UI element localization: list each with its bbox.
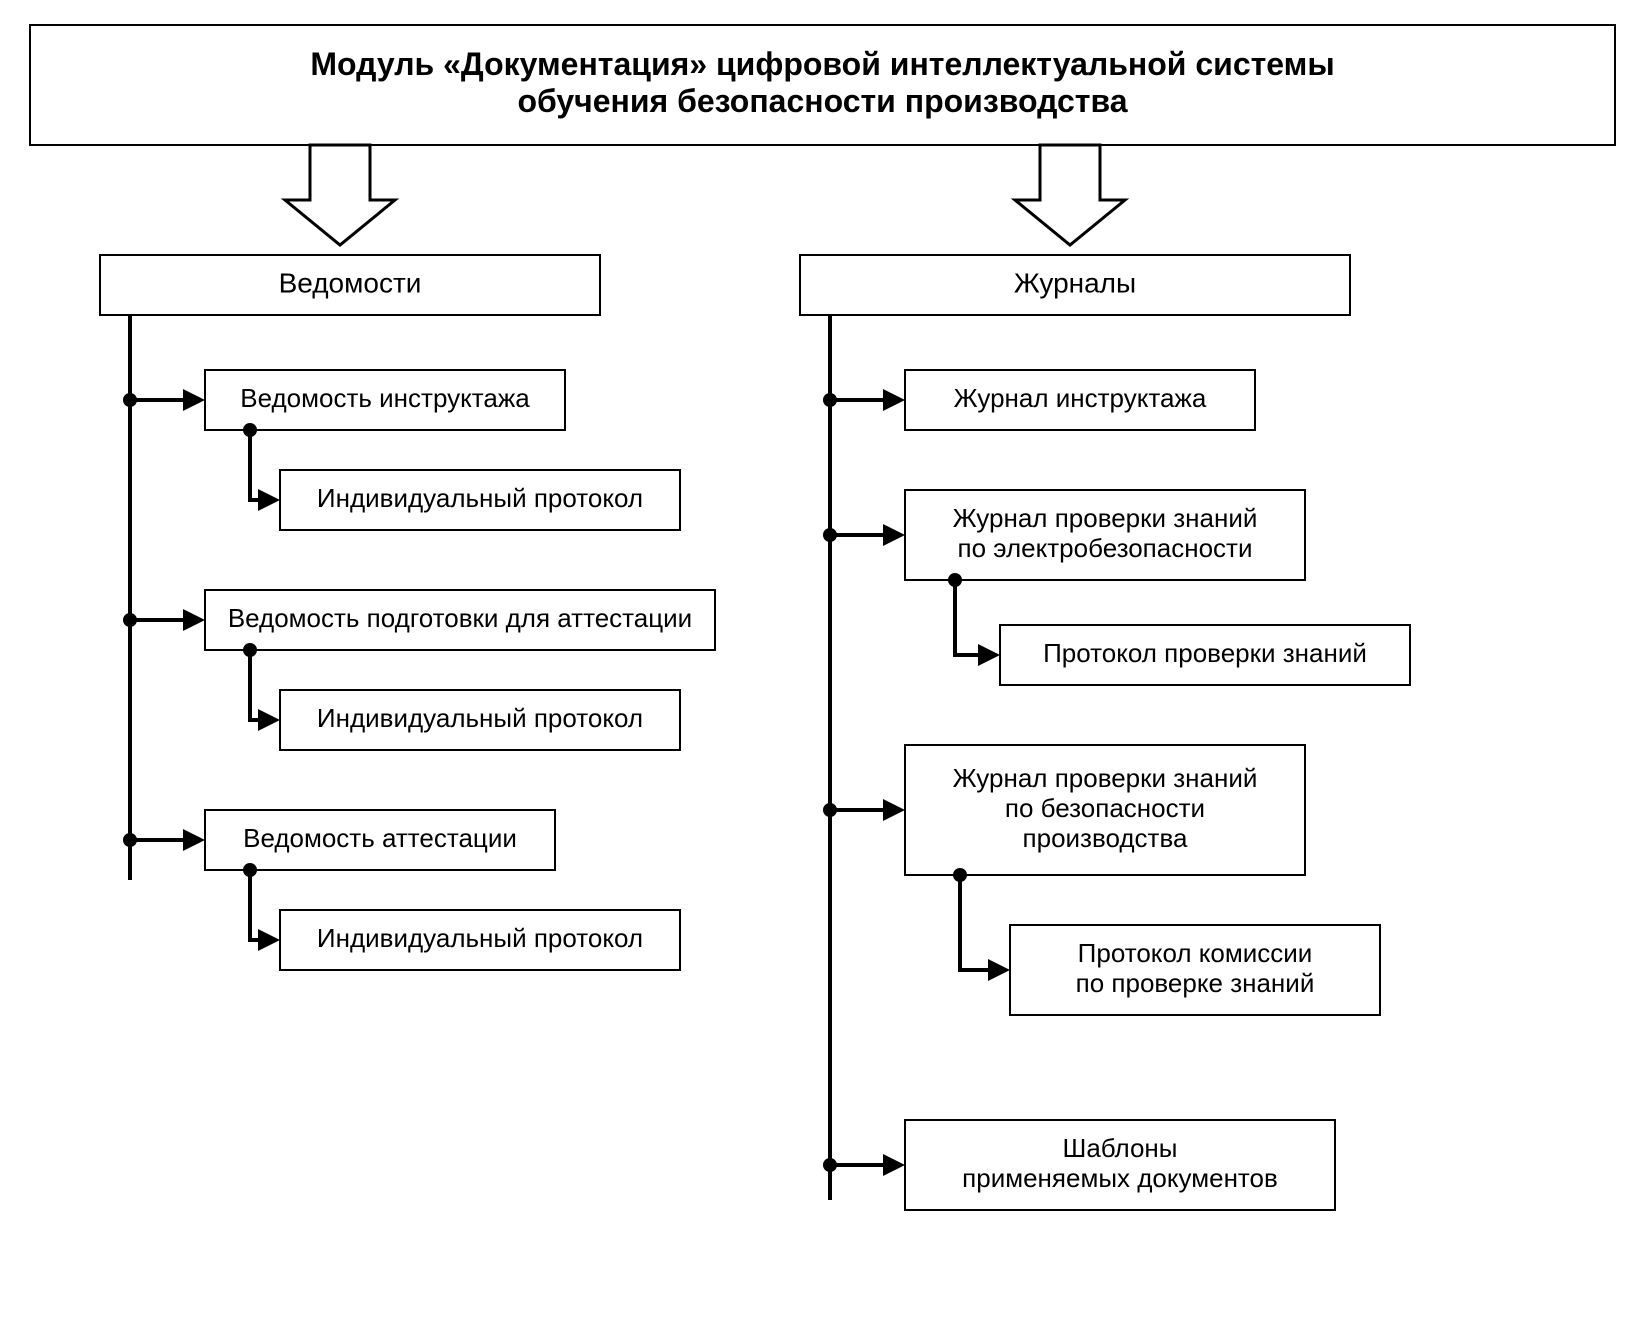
arrowhead — [883, 799, 905, 821]
diagram-canvas: Модуль «Документация» цифровой интеллект… — [0, 0, 1643, 1321]
arrowhead — [883, 389, 905, 411]
arrowhead — [883, 1154, 905, 1176]
hollow-down-arrow — [1015, 145, 1125, 245]
connector — [960, 875, 990, 970]
node-r3-label: производства — [1023, 823, 1188, 853]
header-vedomosti-label: Ведомости — [279, 267, 422, 298]
node-r4-label: Шаблоны — [1063, 1133, 1178, 1163]
arrowhead — [258, 709, 280, 731]
node-r3c-label: по проверке знаний — [1076, 968, 1315, 998]
node-l1-label: Ведомость инструктажа — [240, 383, 530, 413]
title-text: обучения безопасности производства — [517, 83, 1127, 119]
node-l3-label: Ведомость аттестации — [243, 823, 517, 853]
node-r3-label: по безопасности — [1005, 793, 1205, 823]
arrowhead — [183, 389, 205, 411]
node-r2c-label: Протокол проверки знаний — [1043, 638, 1367, 668]
arrowhead — [258, 929, 280, 951]
arrowhead — [988, 959, 1010, 981]
title-text: Модуль «Документация» цифровой интеллект… — [310, 46, 1334, 82]
node-l3c-label: Индивидуальный протокол — [317, 923, 643, 953]
node-r3-label: Журнал проверки знаний — [953, 763, 1258, 793]
arrowhead — [978, 644, 1000, 666]
arrowhead — [883, 524, 905, 546]
node-l2-label: Ведомость подготовки для аттестации — [228, 603, 692, 633]
node-r3c-label: Протокол комиссии — [1078, 938, 1313, 968]
hollow-down-arrow — [285, 145, 395, 245]
arrowhead — [258, 489, 280, 511]
header-zhurnaly-label: Журналы — [1014, 267, 1136, 298]
node-l1c-label: Индивидуальный протокол — [317, 483, 643, 513]
node-r2-label: Журнал проверки знаний — [953, 503, 1258, 533]
node-r1-label: Журнал инструктажа — [954, 383, 1207, 413]
node-r4-label: применяемых документов — [962, 1163, 1278, 1193]
node-r2-label: по электробезопасности — [958, 533, 1253, 563]
node-l2c-label: Индивидуальный протокол — [317, 703, 643, 733]
connector — [955, 580, 980, 655]
arrowhead — [183, 609, 205, 631]
arrowhead — [183, 829, 205, 851]
